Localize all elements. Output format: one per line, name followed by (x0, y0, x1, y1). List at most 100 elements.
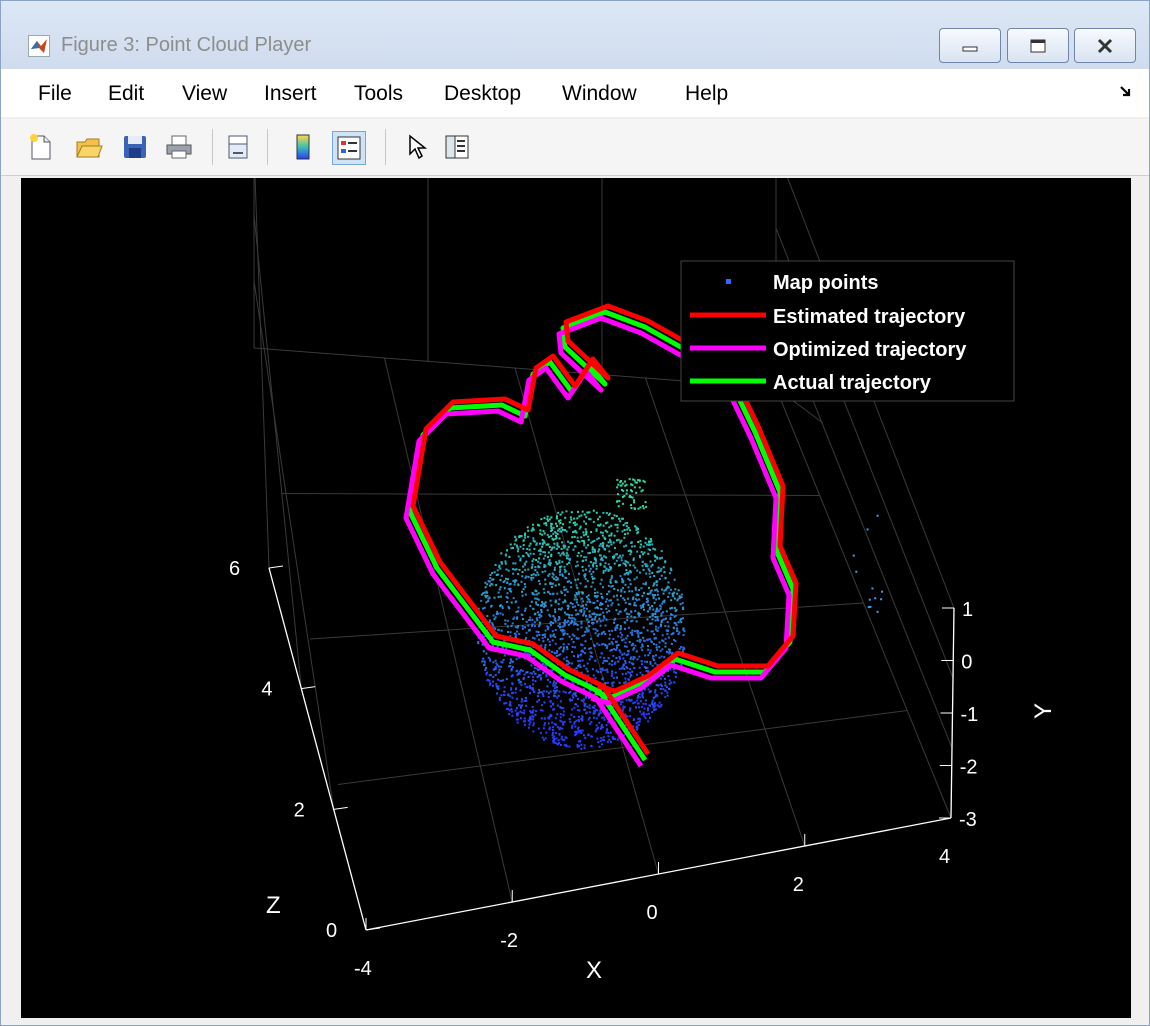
map-point (593, 592, 596, 594)
map-point (515, 712, 518, 715)
map-point (648, 712, 650, 715)
map-point (577, 655, 579, 658)
property-inspector-icon[interactable] (441, 131, 473, 163)
map-point (596, 538, 599, 541)
map-point (558, 623, 561, 626)
map-point (588, 704, 591, 707)
map-point (543, 717, 546, 720)
map-point (648, 652, 651, 654)
map-point (494, 666, 497, 668)
minimize-button[interactable] (939, 28, 1001, 63)
menu-window[interactable]: Window (562, 82, 637, 105)
map-point (599, 543, 602, 545)
legend-icon[interactable] (332, 131, 366, 165)
map-point (601, 544, 604, 547)
colorbar-icon[interactable] (287, 131, 319, 163)
trajectories (403, 303, 799, 768)
map-point (656, 664, 659, 666)
map-point (670, 633, 673, 636)
map-point (541, 542, 544, 545)
new-figure-icon[interactable] (25, 131, 57, 163)
map-point (508, 709, 511, 712)
map-point (654, 616, 657, 618)
map-point (640, 587, 643, 590)
map-point (537, 668, 539, 671)
map-point (636, 629, 639, 632)
map-point (500, 660, 503, 663)
menu-desktop[interactable]: Desktop (444, 82, 522, 105)
map-point (533, 625, 536, 628)
map-point (644, 717, 647, 720)
map-point (644, 501, 647, 504)
map-point (641, 693, 644, 696)
print-icon[interactable] (163, 131, 195, 163)
map-point (517, 572, 520, 575)
edit-plot-cursor-icon[interactable] (401, 131, 433, 163)
map-point (519, 710, 522, 713)
map-point (651, 664, 654, 667)
map-point (656, 593, 659, 596)
map-point (508, 583, 511, 586)
map-point (612, 638, 615, 640)
map-point (506, 592, 509, 595)
legend[interactable]: Map points Estimated trajectory Optimize… (680, 260, 1015, 402)
map-point (511, 683, 514, 686)
map-point (526, 671, 529, 674)
map-point (589, 615, 592, 618)
map-point (669, 618, 672, 621)
close-button[interactable] (1074, 28, 1136, 63)
menu-tools[interactable]: Tools (354, 82, 404, 105)
map-point (532, 730, 535, 733)
map-point (584, 585, 587, 588)
map-point (564, 576, 567, 579)
map-point (483, 664, 486, 666)
map-point (541, 538, 544, 541)
map-point (595, 717, 598, 720)
map-point (624, 484, 627, 487)
menu-view[interactable]: View (182, 82, 228, 105)
map-point (601, 559, 604, 562)
map-point (557, 511, 560, 514)
link-plot-icon[interactable] (223, 131, 255, 163)
save-icon[interactable] (119, 131, 151, 163)
map-point (546, 685, 549, 688)
map-point (550, 604, 553, 607)
map-point (556, 525, 558, 528)
title-bar[interactable]: Figure 3: Point Cloud Player (1, 1, 1149, 69)
map-point (532, 724, 535, 727)
map-point (497, 591, 500, 594)
map-point (624, 662, 627, 665)
map-point (580, 699, 583, 702)
map-point (631, 484, 634, 487)
menu-help[interactable]: Help (685, 82, 729, 105)
map-point (625, 637, 628, 640)
menu-insert[interactable]: Insert (264, 82, 317, 105)
map-point (676, 627, 678, 630)
map-point (625, 645, 628, 648)
map-point (626, 667, 629, 670)
map-point (609, 566, 612, 569)
map-point (534, 566, 537, 569)
plot-area[interactable]: -4 -2 0 2 4 0 2 4 6 1 0 -1 -2 -3 Z X Y Map points Est… (21, 147, 1131, 1018)
map-point (527, 619, 530, 622)
menu-file[interactable]: File (38, 82, 72, 105)
dock-arrow-icon[interactable] (1119, 85, 1133, 99)
map-point (556, 578, 559, 581)
map-point (607, 563, 610, 566)
maximize-button[interactable] (1007, 28, 1069, 63)
map-point (507, 708, 510, 711)
map-point (647, 645, 649, 647)
map-point (682, 628, 685, 631)
menu-edit[interactable]: Edit (108, 82, 145, 105)
map-point (642, 626, 645, 629)
map-point (651, 614, 654, 617)
map-point (529, 718, 532, 721)
map-point (517, 548, 520, 551)
map-point (541, 663, 544, 665)
open-file-icon[interactable] (73, 131, 105, 163)
map-point (551, 669, 554, 672)
map-point (498, 699, 501, 702)
map-point (544, 578, 547, 581)
map-point (485, 671, 488, 674)
